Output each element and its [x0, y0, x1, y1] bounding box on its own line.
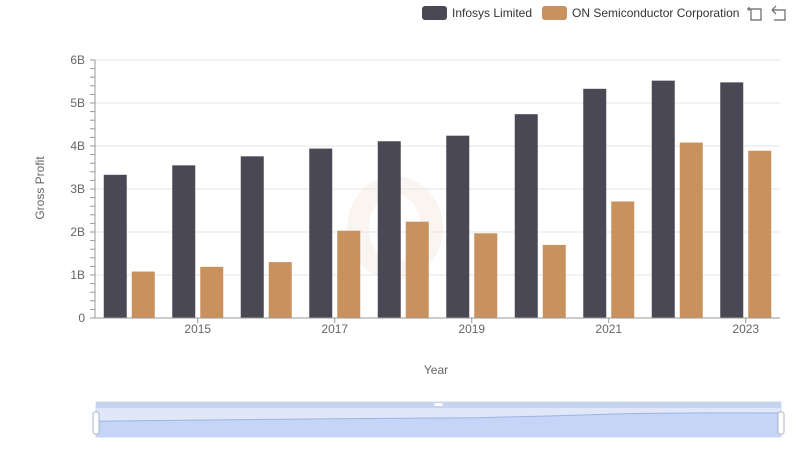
bar-onsemi-2023[interactable] [748, 150, 772, 318]
legend-label-infosys: Infosys Limited [452, 6, 533, 20]
legend-item-infosys[interactable]: Infosys Limited [422, 6, 532, 20]
datazoom-move-handle[interactable] [434, 403, 443, 406]
datazoom-handle-left[interactable] [92, 411, 100, 435]
bar-infosys-2018[interactable] [377, 141, 401, 318]
y-tick-label: 1B [70, 268, 85, 282]
datazoom-top-bar [96, 402, 781, 408]
grid [95, 59, 780, 319]
x-axis: 2015 2017 2019 2021 2023 [95, 317, 780, 336]
x-tick-label: 2021 [595, 322, 622, 336]
watermark-logo [347, 176, 443, 280]
x-tick-label: 2023 [732, 322, 759, 336]
toolbox [746, 4, 794, 22]
zoom-icon[interactable] [746, 4, 764, 22]
bar-onsemi-2014[interactable] [131, 271, 155, 318]
bar-infosys-2023[interactable] [720, 82, 744, 318]
legend: Infosys Limited ON Semiconductor Corpora… [422, 3, 749, 23]
bar-infosys-2017[interactable] [309, 148, 333, 318]
bar-infosys-2021[interactable] [583, 88, 607, 318]
bar-onsemi-2016[interactable] [268, 262, 292, 318]
bar-onsemi-2021[interactable] [611, 201, 635, 318]
datazoom-line [95, 412, 782, 422]
y-tick-label: 3B [70, 182, 85, 196]
legend-label-onsemi: ON Semiconductor Corporation [572, 6, 740, 20]
bar-infosys-2016[interactable] [240, 156, 264, 318]
bar-onsemi-2019[interactable] [474, 233, 498, 318]
bar-onsemi-2015[interactable] [200, 266, 224, 318]
x-tick-label: 2019 [458, 322, 485, 336]
restore-icon[interactable] [770, 4, 788, 22]
bar-onsemi-2022[interactable] [679, 142, 703, 318]
bar-onsemi-2017[interactable] [337, 230, 361, 318]
y-tick-label: 0 [78, 311, 85, 325]
datazoom-area [96, 412, 781, 437]
bar-onsemi-2018[interactable] [405, 221, 429, 318]
legend-swatch-infosys [422, 6, 447, 20]
bar-infosys-2014[interactable] [103, 174, 127, 318]
datazoom-background [95, 401, 782, 438]
y-tick-label: 6B [70, 53, 85, 67]
legend-swatch-onsemi [542, 6, 568, 20]
y-axis-label: Gross Profit [33, 156, 47, 220]
datazoom-slider[interactable] [92, 401, 785, 438]
y-tick-label: 5B [70, 96, 85, 110]
bars [103, 80, 772, 319]
bar-infosys-2019[interactable] [446, 135, 470, 318]
y-axis: 0 1B 2B 3B 4B 5B 6B [70, 53, 96, 325]
x-tick-label: 2015 [184, 322, 211, 336]
datazoom-handle-right[interactable] [777, 411, 785, 435]
bar-infosys-2022[interactable] [651, 80, 675, 318]
bar-onsemi-2020[interactable] [542, 244, 566, 318]
x-axis-label: Year [424, 363, 448, 377]
y-tick-label: 2B [70, 225, 85, 239]
bar-infosys-2020[interactable] [514, 114, 538, 319]
bar-infosys-2015[interactable] [172, 165, 196, 318]
legend-item-onsemi[interactable]: ON Semiconductor Corporation [542, 6, 739, 20]
x-tick-label: 2017 [321, 322, 348, 336]
y-tick-label: 4B [70, 139, 85, 153]
